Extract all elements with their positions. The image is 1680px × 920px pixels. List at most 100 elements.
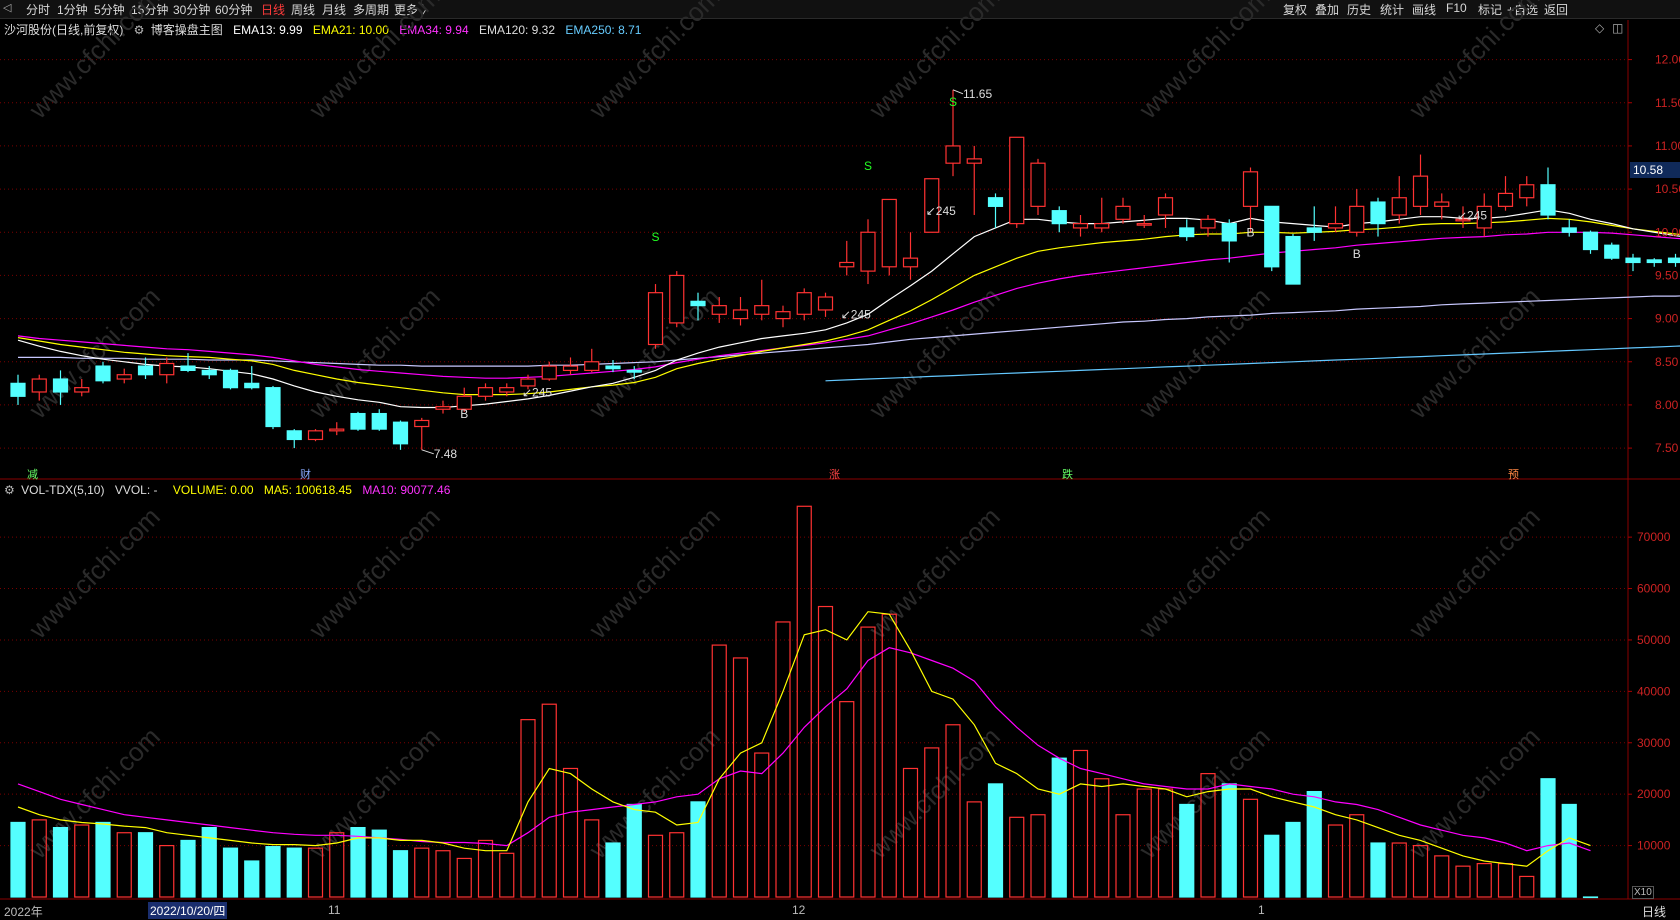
candle-body bbox=[649, 293, 663, 345]
watermark-text: www.cfchi.com bbox=[1402, 721, 1545, 864]
stock-name[interactable]: 沙河股份(日线,前复权) bbox=[4, 23, 123, 37]
signal-245: ↙245 bbox=[841, 308, 871, 322]
period-tab-monthly[interactable]: 月线 bbox=[322, 1, 346, 18]
expand-icon[interactable]: ◫ bbox=[1612, 21, 1623, 35]
high-pointer bbox=[953, 90, 963, 94]
volume-bar bbox=[1010, 817, 1024, 897]
price-tick-label: 8.00 bbox=[1655, 398, 1679, 412]
sell-signal: S bbox=[949, 95, 957, 109]
watermark-text: www.cfchi.com bbox=[862, 281, 1005, 424]
volume-tick-label: 20000 bbox=[1637, 787, 1671, 801]
volume-bar bbox=[989, 784, 1003, 897]
event-tag-rise[interactable]: 涨 bbox=[829, 466, 840, 482]
volume-bar bbox=[54, 828, 68, 897]
event-tag-fall[interactable]: 跌 bbox=[1062, 466, 1073, 482]
period-tab-weekly[interactable]: 周线 bbox=[291, 1, 315, 18]
return-button[interactable]: 返回 bbox=[1544, 1, 1568, 18]
volume-bar bbox=[75, 825, 89, 897]
candle-body bbox=[160, 363, 174, 374]
volume-bar bbox=[1456, 866, 1470, 897]
candle-body bbox=[904, 258, 918, 267]
volume-bar bbox=[967, 802, 981, 897]
cursor-date-label: 2022/10/20/四 bbox=[148, 902, 227, 919]
volume-bar bbox=[245, 861, 259, 897]
history-button[interactable]: 历史 bbox=[1347, 1, 1371, 18]
event-tag-reduce[interactable]: 减 bbox=[27, 466, 38, 482]
candle-body bbox=[564, 366, 578, 370]
volume-bar bbox=[1329, 825, 1343, 897]
volume-bar bbox=[1541, 779, 1555, 897]
period-label: 日线 bbox=[1642, 903, 1666, 920]
settings-gear-icon[interactable]: ⚙ bbox=[134, 23, 145, 37]
period-tab-30min[interactable]: 30分钟 bbox=[173, 1, 210, 18]
period-tab-5min[interactable]: 5分钟 bbox=[94, 1, 125, 18]
event-tag-finance[interactable]: 财 bbox=[300, 466, 311, 482]
add-watchlist-button[interactable]: +自选 bbox=[1507, 1, 1538, 18]
candle-body bbox=[479, 388, 493, 397]
mark-button[interactable]: 标记 bbox=[1478, 1, 1502, 18]
ema250-value: EMA250: 8.71 bbox=[565, 23, 641, 37]
f10-button[interactable]: F10 bbox=[1446, 1, 1467, 15]
watermark-text: www.cfchi.com bbox=[582, 281, 725, 424]
candle-body bbox=[1414, 176, 1428, 206]
volume-settings-icon[interactable]: ⚙ bbox=[4, 483, 15, 497]
volume-bar bbox=[564, 768, 578, 897]
volume-bar bbox=[1159, 789, 1173, 897]
volume-bar bbox=[946, 725, 960, 897]
period-tab-1min[interactable]: 1分钟 bbox=[57, 1, 88, 18]
ma5-value: MA5: 100618.45 bbox=[264, 483, 352, 497]
period-tab-15min[interactable]: 15分钟 bbox=[131, 1, 168, 18]
stats-button[interactable]: 统计 bbox=[1380, 1, 1404, 18]
overlay-button[interactable]: 叠加 bbox=[1315, 1, 1339, 18]
candle-body bbox=[1562, 228, 1576, 232]
volume-bar bbox=[1520, 876, 1534, 897]
low-pointer bbox=[422, 450, 434, 454]
indicator-name[interactable]: 博客操盘主图 bbox=[151, 23, 223, 37]
volume-bar bbox=[139, 833, 153, 897]
watermark-text: www.cfchi.com bbox=[862, 501, 1005, 644]
candle-body bbox=[500, 388, 514, 392]
year-label: 2022年 bbox=[4, 903, 43, 920]
volume-bar bbox=[1201, 774, 1215, 897]
candle-body bbox=[691, 301, 705, 305]
period-tab-fenshi[interactable]: 分时 bbox=[26, 1, 50, 18]
vol-indicator-name[interactable]: VOL-TDX(5,10) bbox=[21, 483, 104, 497]
ema120-line bbox=[18, 291, 1680, 366]
volume-bar bbox=[882, 614, 896, 897]
period-tab-more[interactable]: 更多 〉 bbox=[394, 1, 433, 18]
volume-bar bbox=[479, 840, 493, 897]
volume-tick-label: 70000 bbox=[1637, 530, 1671, 544]
diamond-icon[interactable]: ◇ bbox=[1595, 21, 1604, 35]
candle-body bbox=[139, 366, 153, 375]
volume-tick-label: 60000 bbox=[1637, 582, 1671, 596]
candle-body bbox=[309, 431, 323, 440]
watermark-text: www.cfchi.com bbox=[1402, 281, 1545, 424]
period-tab-60min[interactable]: 60分钟 bbox=[215, 1, 252, 18]
period-tab-daily[interactable]: 日线 bbox=[261, 1, 285, 18]
volume-bar bbox=[755, 753, 769, 897]
back-arrow-icon[interactable]: ◁ bbox=[3, 1, 11, 14]
candle-body bbox=[1435, 202, 1449, 206]
candle-body bbox=[1222, 224, 1236, 241]
candle-body bbox=[224, 370, 238, 387]
volume-bar bbox=[904, 768, 918, 897]
fuquan-button[interactable]: 复权 bbox=[1283, 1, 1307, 18]
price-indicator-header: 沙河股份(日线,前复权) ⚙ 博客操盘主图 EMA13: 9.99 EMA21:… bbox=[4, 21, 648, 38]
volume-bar bbox=[457, 858, 471, 897]
price-tick-label: 10.50 bbox=[1655, 182, 1680, 196]
watermark-text: www.cfchi.com bbox=[22, 281, 165, 424]
volume-bar bbox=[1074, 750, 1088, 897]
buy-signal: B bbox=[1247, 226, 1255, 240]
candle-body bbox=[967, 159, 981, 163]
draw-button[interactable]: 画线 bbox=[1412, 1, 1436, 18]
volume-bar bbox=[1350, 815, 1364, 897]
volume-bar bbox=[797, 506, 811, 897]
period-tab-multi[interactable]: 多周期 bbox=[353, 1, 389, 18]
ema250-line bbox=[826, 344, 1680, 381]
candle-body bbox=[776, 312, 790, 319]
watermark-text: www.cfchi.com bbox=[1132, 501, 1275, 644]
event-tag-forecast[interactable]: 预 bbox=[1508, 466, 1519, 482]
candle-body bbox=[542, 366, 556, 379]
candle-body bbox=[521, 379, 535, 386]
